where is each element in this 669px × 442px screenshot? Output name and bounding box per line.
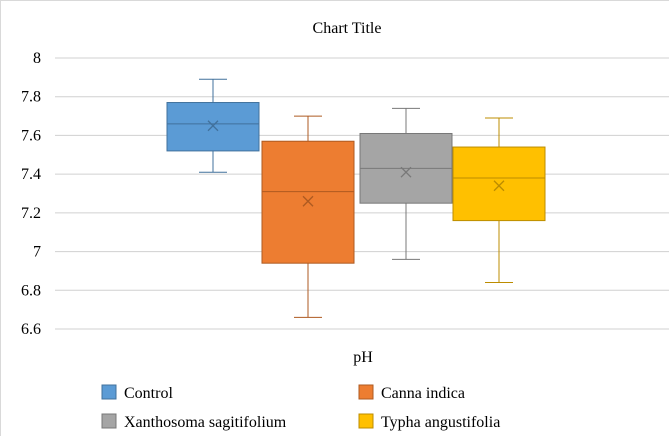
legend: Control Canna indica Xanthosoma sagitifoli… [101,384,500,431]
legend-item: Canna indica [358,384,465,402]
y-tick-label: 6.6 [21,321,41,338]
iqr-box [166,102,260,152]
box-series [166,78,546,318]
iqr-box [452,146,546,222]
box-typha-angustifolia [452,117,546,284]
legend-swatch [101,413,117,429]
iqr-box [261,140,355,264]
mean-marker [493,180,505,192]
legend-label: Canna indica [381,385,465,402]
box-canna-indica [261,115,355,318]
legend-label: Typha angustifolia [381,414,500,431]
y-axis-tick-labels: 6.6 6.8 7 7.2 7.4 7.6 7.8 8 [21,50,41,338]
y-tick-label: 8 [33,50,41,67]
y-tick-label: 7 [33,244,41,261]
y-tick-label: 6.8 [21,282,41,299]
x-axis-label: pH [353,349,373,366]
legend-item: Control [101,384,173,402]
y-tick-label: 7.8 [21,89,41,106]
chart-title: Chart Title [313,20,382,37]
y-tick-label: 7.6 [21,127,41,144]
legend-label: Xanthosoma sagitifolium [124,414,287,431]
mean-marker [207,120,219,132]
y-tick-label: 7.2 [21,205,41,222]
legend-label: Control [124,385,173,402]
y-tick-label: 7.4 [21,166,41,183]
mean-marker [302,195,314,207]
legend-item: Typha angustifolia [358,413,500,431]
legend-swatch [358,413,374,429]
box-control [166,78,260,173]
box-xanthosoma-sagitifolium [359,107,453,260]
legend-swatch [101,384,117,400]
legend-swatch [358,384,374,400]
legend-item: Xanthosoma sagitifolium [101,413,287,431]
mean-marker [400,166,412,178]
